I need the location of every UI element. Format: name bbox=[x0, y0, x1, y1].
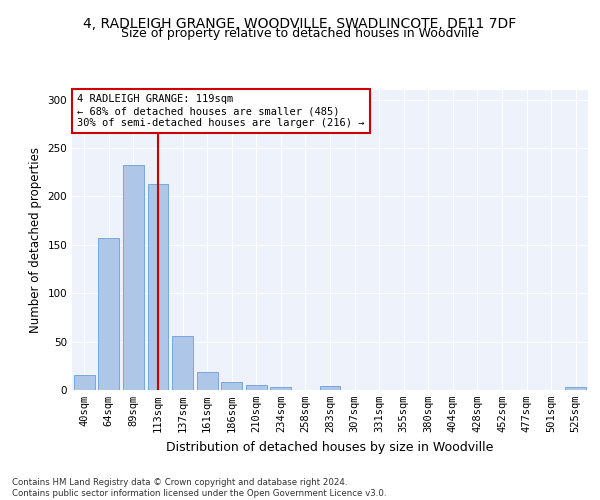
Bar bbox=[271, 387, 292, 390]
Text: Contains HM Land Registry data © Crown copyright and database right 2024.
Contai: Contains HM Land Registry data © Crown c… bbox=[12, 478, 386, 498]
Bar bbox=[74, 374, 95, 390]
Y-axis label: Number of detached properties: Number of detached properties bbox=[29, 147, 42, 333]
Bar bbox=[221, 382, 242, 390]
Bar bbox=[172, 336, 193, 390]
Bar bbox=[148, 184, 169, 390]
Bar bbox=[246, 385, 267, 390]
Bar bbox=[197, 372, 218, 390]
Bar bbox=[123, 164, 144, 390]
X-axis label: Distribution of detached houses by size in Woodville: Distribution of detached houses by size … bbox=[166, 440, 494, 454]
Text: Size of property relative to detached houses in Woodville: Size of property relative to detached ho… bbox=[121, 28, 479, 40]
Bar bbox=[98, 238, 119, 390]
Bar bbox=[320, 386, 340, 390]
Bar bbox=[565, 387, 586, 390]
Text: 4, RADLEIGH GRANGE, WOODVILLE, SWADLINCOTE, DE11 7DF: 4, RADLEIGH GRANGE, WOODVILLE, SWADLINCO… bbox=[83, 18, 517, 32]
Text: 4 RADLEIGH GRANGE: 119sqm
← 68% of detached houses are smaller (485)
30% of semi: 4 RADLEIGH GRANGE: 119sqm ← 68% of detac… bbox=[77, 94, 365, 128]
